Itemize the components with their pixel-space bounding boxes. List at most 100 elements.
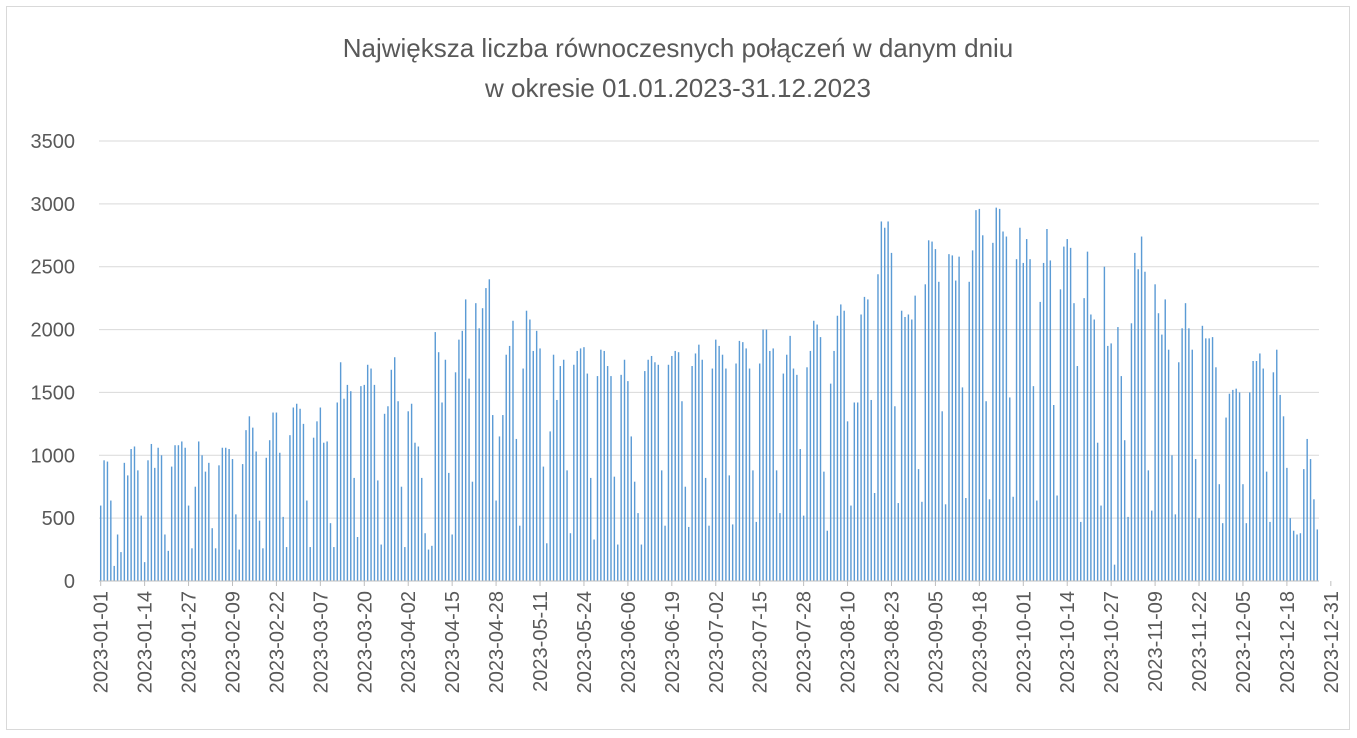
bar	[505, 354, 507, 581]
x-tick-label: 2023-07-02	[706, 591, 728, 693]
bar	[1245, 523, 1248, 581]
bar	[116, 534, 119, 581]
bar	[492, 415, 494, 581]
bar	[688, 526, 690, 581]
bar	[1242, 484, 1244, 581]
bar	[1309, 459, 1312, 581]
bar	[816, 324, 818, 581]
bar	[1272, 372, 1275, 581]
bar	[971, 250, 974, 581]
bar	[867, 299, 869, 581]
bar	[1080, 521, 1082, 581]
bar	[279, 452, 281, 581]
bar	[502, 415, 504, 581]
bar	[691, 366, 693, 581]
bar	[671, 355, 673, 581]
bar	[170, 466, 173, 581]
bar	[103, 460, 105, 581]
bar	[762, 329, 764, 581]
bar	[664, 525, 666, 581]
bar	[1056, 495, 1058, 581]
bar	[552, 354, 555, 581]
bar	[711, 368, 714, 581]
bar	[431, 545, 433, 581]
bar	[282, 516, 284, 581]
bar	[285, 547, 288, 581]
bar	[1171, 455, 1173, 581]
bar	[211, 528, 213, 581]
bar	[660, 470, 663, 581]
bar	[1218, 484, 1221, 581]
bar	[221, 447, 224, 581]
bar	[576, 350, 578, 581]
bar	[228, 449, 230, 581]
bar	[1282, 416, 1285, 581]
bar	[725, 368, 727, 581]
bar	[988, 499, 991, 581]
bar	[647, 359, 649, 581]
bar	[417, 446, 420, 581]
bar	[140, 515, 142, 581]
bar	[951, 255, 954, 581]
bar	[1211, 337, 1214, 581]
bar	[721, 354, 724, 581]
bar	[515, 438, 518, 581]
bar	[535, 330, 538, 581]
bar	[292, 407, 295, 581]
bar	[1296, 534, 1298, 581]
bar	[758, 363, 761, 581]
bar	[245, 430, 247, 581]
bar	[870, 399, 872, 581]
bar	[1151, 510, 1153, 581]
x-axis-ticks: 2023-01-01 2023-01-14 2023-01-27 2023-02-09…	[91, 581, 1343, 693]
x-tick-label: 2023-06-19	[662, 591, 684, 693]
bar	[829, 383, 832, 581]
bar-series	[99, 207, 1319, 582]
bar	[336, 402, 338, 581]
bar	[248, 416, 251, 581]
bar	[414, 442, 416, 581]
bar	[863, 296, 866, 581]
x-tick-label: 2023-05-11	[530, 591, 552, 692]
bar	[1313, 499, 1315, 581]
bar	[742, 342, 744, 581]
bar	[1225, 417, 1227, 581]
bar	[181, 441, 183, 581]
bar	[1164, 299, 1166, 581]
bar	[1076, 366, 1079, 581]
bar	[529, 319, 531, 581]
bar	[938, 281, 940, 581]
bar	[826, 530, 828, 581]
bar	[819, 337, 822, 581]
bar	[1144, 271, 1146, 581]
bar	[444, 359, 447, 581]
bar	[704, 477, 707, 581]
bar	[1103, 266, 1106, 581]
bar	[644, 371, 646, 581]
x-tick-label: 2023-11-09	[1145, 591, 1167, 692]
bar	[394, 357, 396, 581]
x-tick-label: 2023-04-15	[442, 591, 464, 693]
bar	[323, 442, 325, 581]
bar	[1039, 301, 1041, 581]
bar	[792, 368, 795, 581]
bar	[106, 461, 109, 581]
bar	[464, 299, 467, 581]
bar	[295, 403, 298, 581]
bar	[1025, 239, 1028, 581]
bar	[241, 464, 244, 581]
bar	[1137, 269, 1139, 581]
bar	[941, 411, 943, 581]
x-tick-label: 2023-05-24	[574, 591, 596, 693]
y-tick-label: 2500	[31, 257, 76, 279]
bar	[1289, 518, 1291, 581]
bar	[887, 221, 889, 581]
bar	[1086, 251, 1089, 581]
bar	[975, 210, 977, 581]
bar	[559, 366, 562, 581]
bar	[1161, 334, 1163, 581]
bar	[488, 279, 491, 581]
bar	[911, 319, 913, 581]
bar	[272, 412, 274, 581]
bar	[326, 441, 328, 581]
